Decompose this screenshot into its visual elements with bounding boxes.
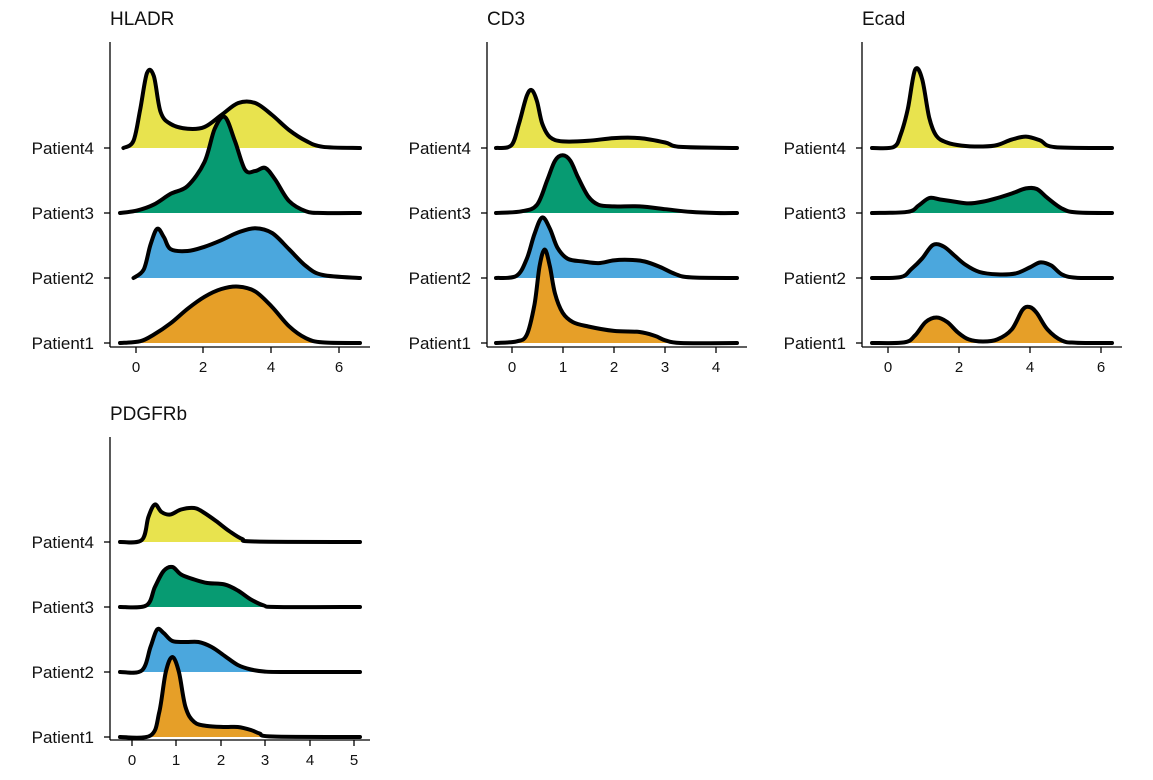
y-tick-label: Patient2 (32, 269, 94, 288)
x-tick-label: 5 (350, 752, 358, 769)
ridge-outline-patient3 (118, 114, 362, 216)
y-tick-label: Patient3 (784, 204, 846, 223)
y-tick-label: Patient4 (784, 139, 846, 158)
x-tick-label: 2 (955, 359, 963, 376)
y-tick-label: Patient4 (32, 139, 94, 158)
x-tick-label: 0 (884, 359, 892, 376)
panel-ecad: Ecad 0 2 4 6 Patient1 Patient2 Patient3 Patient4 (784, 9, 1122, 376)
ridge-fill-patient2 (120, 628, 360, 673)
ridge-outline-patient1 (870, 304, 1114, 346)
x-tick-label: 0 (132, 359, 140, 376)
ridge-fill-patient2 (872, 244, 1112, 279)
panel-pdgfrb: PDGFRb 0 1 2 3 4 5 Patient1 Patient2 Patient3 Pati… (32, 404, 370, 769)
y-tick-label: Patient1 (32, 728, 94, 747)
ridge-fill-patient4 (496, 89, 737, 149)
x-tick-label: 0 (508, 359, 516, 376)
panel-title: PDGFRb (110, 404, 187, 425)
x-tick-label: 0 (128, 752, 136, 769)
ridge-outline-patient2 (118, 626, 362, 675)
y-tick-label: Patient4 (32, 533, 94, 552)
ridge-outline-patient4 (118, 502, 362, 545)
x-tick-label: 4 (306, 752, 314, 769)
ridge-outline-patient4 (121, 67, 362, 150)
x-tick-label: 3 (261, 752, 269, 769)
y-tick-label: Patient1 (409, 334, 471, 353)
x-tick-label: 4 (1026, 359, 1034, 376)
y-tick-label: Patient1 (784, 334, 846, 353)
panel-cd3: CD3 0 1 2 3 4 Patient1 Patient2 Patient3 Patient4 (409, 9, 747, 376)
ridge-fill-patient2 (496, 217, 737, 278)
ridge-outline-patient2 (870, 242, 1114, 281)
ridge-fill-patient4 (120, 504, 360, 543)
panel-title: HLADR (110, 9, 174, 30)
ridge-fill-patient2 (133, 228, 360, 278)
ridge-outline-patient3 (870, 185, 1114, 215)
y-tick-label: Patient3 (32, 598, 94, 617)
ridge-outline-patient4 (870, 66, 1114, 151)
x-tick-label: 2 (217, 752, 225, 769)
ridge-outline-patient3 (494, 153, 739, 216)
panel-title: Ecad (862, 9, 905, 30)
ridge-fill-patient3 (496, 155, 737, 214)
ridge-outline-patient1 (118, 284, 362, 345)
y-tick-label: Patient2 (784, 269, 846, 288)
ridge-outline-patient2 (131, 226, 362, 280)
ridge-outline-patient3 (118, 564, 362, 610)
panel-title: CD3 (487, 9, 525, 30)
y-tick-label: Patient2 (409, 269, 471, 288)
y-tick-label: Patient3 (32, 204, 94, 223)
x-tick-label: 4 (267, 359, 275, 376)
y-tick-label: Patient1 (32, 334, 94, 353)
y-tick-label: Patient2 (32, 663, 94, 682)
ridge-fill-patient1 (120, 286, 360, 343)
y-tick-label: Patient3 (409, 204, 471, 223)
ridge-outline-patient1 (494, 247, 739, 346)
ridge-outline-patient4 (494, 87, 739, 151)
x-tick-label: 4 (712, 359, 720, 376)
x-tick-label: 3 (661, 359, 669, 376)
x-tick-label: 6 (335, 359, 343, 376)
x-tick-label: 1 (559, 359, 567, 376)
x-tick-label: 2 (610, 359, 618, 376)
ridge-fill-patient3 (120, 116, 360, 214)
x-tick-label: 6 (1097, 359, 1105, 376)
x-tick-label: 1 (172, 752, 180, 769)
ridge-fill-patient1 (496, 249, 737, 344)
ridge-outline-patient1 (118, 655, 362, 740)
ridge-fill-patient1 (872, 306, 1112, 344)
ridge-fill-patient3 (120, 566, 360, 608)
y-tick-label: Patient4 (409, 139, 471, 158)
x-tick-label: 2 (199, 359, 207, 376)
ridge-outline-patient2 (494, 215, 739, 280)
panel-hladr: HLADR 0 2 4 6 Patient1 Patient2 Patient3 Patient… (32, 9, 370, 376)
